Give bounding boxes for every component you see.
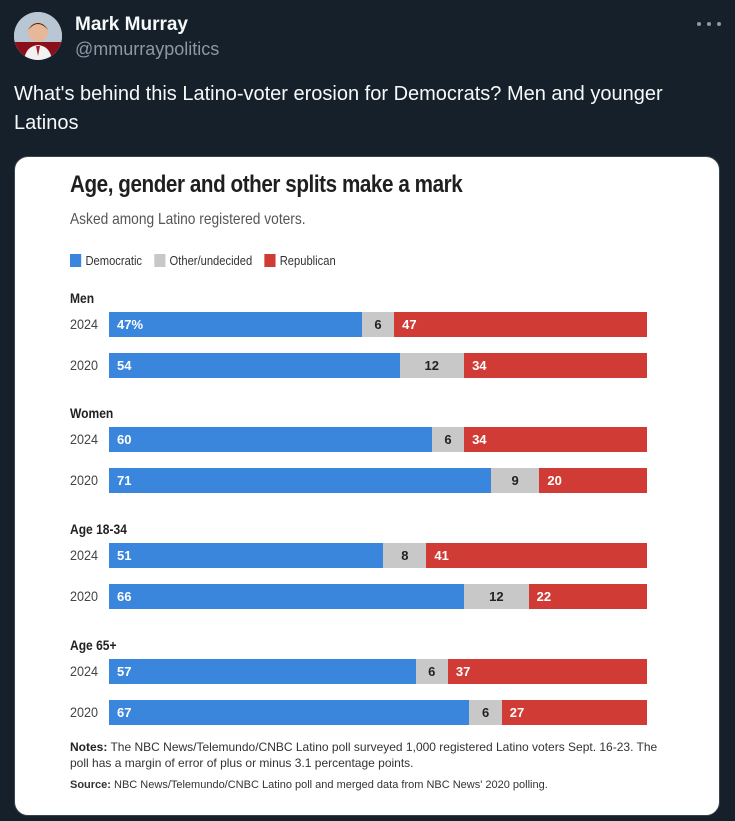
row-year-label: 2024 xyxy=(70,547,99,563)
source-text: NBC News/Telemundo/CNBC Latino poll and … xyxy=(114,779,548,791)
bar-segment-other: 8 xyxy=(383,543,427,568)
bar-segment-other: 12 xyxy=(399,353,465,378)
author-name[interactable]: Mark Murray xyxy=(75,14,188,35)
bar-segment-democratic: 66 xyxy=(109,584,465,609)
bar-value-label-democratic: 51 xyxy=(117,548,132,563)
bar-segment-other: 6 xyxy=(361,312,395,337)
group-label-age-65: Age 65+ xyxy=(70,637,117,653)
bar-segment-other: 6 xyxy=(431,427,465,452)
stacked-bar-women-2020: 71 9 20 xyxy=(109,468,647,493)
bar-value-label-other: 6 xyxy=(428,664,436,679)
chart-title: Age, gender and other splits make a mark xyxy=(70,171,463,198)
bar-value-label-other: 6 xyxy=(481,705,490,720)
legend-item-other: Other/undecided xyxy=(154,253,252,268)
bar-value-label-republican: 41 xyxy=(434,548,449,563)
bar-segment-other: 6 xyxy=(469,700,502,725)
bar-segment-republican: 47 xyxy=(394,312,647,337)
avatar[interactable] xyxy=(14,12,62,60)
bar-value-label-republican: 34 xyxy=(472,432,487,447)
bar-segment-democratic: 60 xyxy=(109,427,432,452)
legend-label-republican: Republican xyxy=(279,253,336,268)
bar-segment-democratic: 47% xyxy=(109,312,362,337)
bar-value-label-other: 6 xyxy=(444,432,452,447)
legend-swatch-republican xyxy=(264,254,276,267)
chart-image[interactable]: Age, gender and other splits make a mark… xyxy=(14,156,720,816)
stacked-bar-women-2024: 60 6 34 xyxy=(109,427,647,452)
group-label-women: Women xyxy=(70,405,114,421)
notes-text: The NBC News/Telemundo/CNBC Latino poll … xyxy=(70,740,658,770)
bar-value-label-other: 8 xyxy=(401,548,409,563)
bar-value-label-democratic: 66 xyxy=(117,589,132,604)
row-year-label: 2020 xyxy=(70,357,99,373)
bar-value-label-other: 12 xyxy=(489,589,504,604)
bar-value-label-other: 12 xyxy=(424,358,440,373)
bar-value-label-democratic: 54 xyxy=(117,358,132,373)
group-label-men: Men xyxy=(70,290,95,306)
stacked-bar-age-65-2020: 67 6 27 xyxy=(109,700,647,725)
author-handle[interactable]: @mmurraypolitics xyxy=(75,39,220,59)
bar-value-label-other: 9 xyxy=(511,473,519,488)
bar-value-label-republican: 34 xyxy=(472,358,487,373)
stacked-bar-men-2020: 54 12 34 xyxy=(109,353,647,378)
stacked-bar-men-2024: 47% 6 47 xyxy=(109,312,647,337)
bar-segment-republican: 41 xyxy=(426,543,647,568)
bar-value-label-democratic: 71 xyxy=(117,473,132,488)
bar-segment-republican: 22 xyxy=(528,584,647,609)
bar-segment-other: 12 xyxy=(464,584,529,609)
bar-segment-democratic: 67 xyxy=(109,700,470,725)
chart-notes: Notes: The NBC News/Telemundo/CNBC Latin… xyxy=(70,739,670,771)
group-label-age-18-34: Age 18-34 xyxy=(70,521,127,537)
bar-segment-democratic: 57 xyxy=(109,659,416,684)
bar-value-label-republican: 47 xyxy=(402,317,417,332)
stacked-bar-age-18-34-2024: 51 8 41 xyxy=(109,543,647,568)
bar-segment-republican: 37 xyxy=(447,659,647,684)
bar-segment-democratic: 54 xyxy=(109,353,400,378)
bar-segment-republican: 20 xyxy=(539,468,647,493)
bar-segment-democratic: 51 xyxy=(109,543,384,568)
bar-value-label-republican: 27 xyxy=(509,705,525,720)
legend-label-democratic: Democratic xyxy=(85,253,143,268)
notes-label: Notes: xyxy=(70,740,108,754)
chart-source: Source: NBC News/Telemundo/CNBC Latino p… xyxy=(70,779,690,791)
stacked-bar-age-18-34-2020: 66 12 22 xyxy=(109,584,647,609)
bar-value-label-democratic: 67 xyxy=(117,705,132,720)
bar-value-label-democratic: 57 xyxy=(117,664,132,679)
bar-value-label-republican: 37 xyxy=(455,664,471,679)
chart-subtitle: Asked among Latino registered voters. xyxy=(70,211,306,228)
row-year-label: 2024 xyxy=(70,663,99,679)
row-year-label: 2020 xyxy=(70,472,99,488)
legend-item-democratic: Democratic xyxy=(70,253,142,268)
more-options-icon[interactable] xyxy=(697,16,721,32)
row-year-label: 2020 xyxy=(70,588,99,604)
bar-segment-other: 6 xyxy=(415,659,448,684)
bar-value-label-democratic: 60 xyxy=(117,432,132,447)
bar-segment-republican: 34 xyxy=(464,427,647,452)
bar-value-label-democratic: 47% xyxy=(117,317,144,332)
legend-swatch-other xyxy=(154,254,166,267)
legend-item-republican: Republican xyxy=(264,253,336,268)
legend-label-other: Other/undecided xyxy=(169,253,253,268)
row-year-label: 2024 xyxy=(70,431,99,447)
bar-segment-democratic: 71 xyxy=(109,468,491,493)
chart-legend: Democratic Other/undecided Republican xyxy=(70,253,348,268)
row-year-label: 2024 xyxy=(70,316,99,332)
bar-value-label-republican: 20 xyxy=(547,473,562,488)
legend-swatch-democratic xyxy=(70,254,82,267)
bar-segment-other: 9 xyxy=(490,468,540,493)
source-label: Source: xyxy=(70,779,111,791)
bar-segment-republican: 27 xyxy=(501,700,647,725)
tweet-text: What's behind this Latino-voter erosion … xyxy=(14,83,663,134)
bar-value-label-republican: 22 xyxy=(536,589,552,604)
bar-segment-republican: 34 xyxy=(464,353,647,378)
row-year-label: 2020 xyxy=(70,704,99,720)
stacked-bar-age-65-2024: 57 6 37 xyxy=(109,659,647,684)
bar-value-label-other: 6 xyxy=(374,317,382,332)
